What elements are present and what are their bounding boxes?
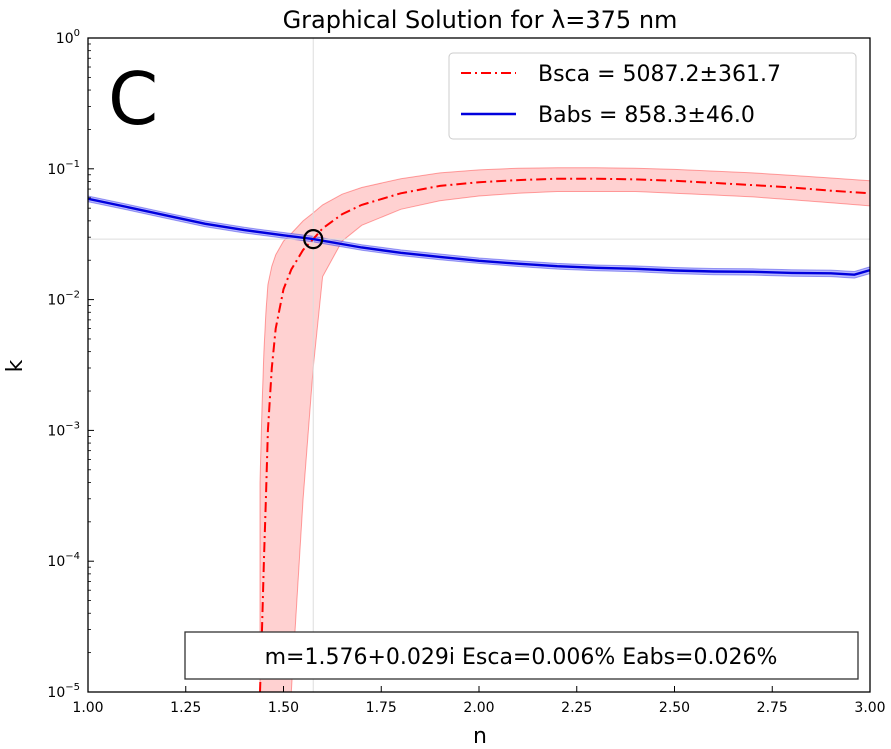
y-tick-label: 10−5 bbox=[47, 682, 80, 701]
legend-label-babs: Babs = 858.3±46.0 bbox=[538, 103, 755, 128]
y-tick-label: 100 bbox=[56, 28, 80, 47]
x-tick-label: 3.00 bbox=[854, 700, 885, 716]
uncertainty-band-bsca bbox=[259, 167, 870, 692]
x-tick-label: 2.25 bbox=[561, 700, 592, 716]
x-tick-label: 1.75 bbox=[366, 700, 397, 716]
y-tick-label: 10−1 bbox=[47, 159, 80, 178]
y-axis-label: k bbox=[3, 359, 28, 372]
x-tick-label: 1.50 bbox=[268, 700, 299, 716]
series-line-babs bbox=[88, 197, 870, 276]
annotation-box: m=1.576+0.029i Esca=0.006% Eabs=0.026% bbox=[184, 631, 859, 680]
y-tick-label: 10−2 bbox=[47, 290, 80, 309]
y-tick-label: 10−4 bbox=[47, 551, 80, 570]
legend: Bsca = 5087.2±361.7 Babs = 858.3±46.0 bbox=[448, 52, 857, 140]
legend-label-bsca: Bsca = 5087.2±361.7 bbox=[538, 62, 781, 87]
x-tick-label: 1.00 bbox=[72, 700, 103, 716]
annotation-text: m=1.576+0.029i Esca=0.006% Eabs=0.026% bbox=[265, 645, 778, 670]
legend-box bbox=[448, 52, 857, 140]
solution-marker bbox=[303, 229, 324, 250]
x-tick-label: 2.75 bbox=[757, 700, 788, 716]
uncertainty-band-babs bbox=[88, 195, 870, 279]
series-line-bsca bbox=[259, 177, 870, 692]
chart-title: Graphical Solution for λ=375 nm bbox=[283, 6, 678, 34]
x-tick-label: 1.25 bbox=[170, 700, 201, 716]
x-tick-label: 2.00 bbox=[463, 700, 494, 716]
panel-letter: C bbox=[108, 57, 158, 141]
x-tick-label: 2.50 bbox=[659, 700, 690, 716]
plot-area: 1.00 1.25 1.50 1.75 2.00 2.25 2.50 2.75 3.00 100… bbox=[47, 28, 885, 716]
y-tick-label: 10−3 bbox=[47, 420, 80, 439]
x-axis-label: n bbox=[473, 724, 487, 749]
